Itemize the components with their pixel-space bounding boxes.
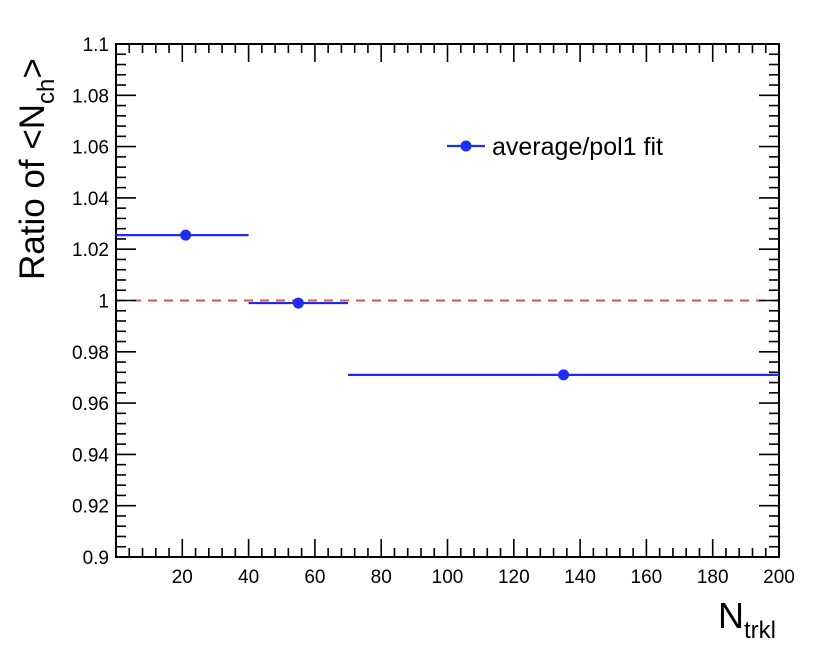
y-tick-label: 0.98 <box>72 343 109 364</box>
y-tick-label: 1.1 <box>83 35 109 56</box>
x-tick-label: 40 <box>238 567 259 588</box>
x-tick-label: 140 <box>564 567 596 588</box>
y-axis-title-sub: ch <box>33 79 60 104</box>
y-tick-label: 0.9 <box>83 548 109 569</box>
y-tick-label: 0.96 <box>72 394 109 415</box>
x-tick-label: 160 <box>631 567 663 588</box>
x-tick-label: 120 <box>498 567 530 588</box>
y-tick-label: 1 <box>98 292 109 313</box>
y-tick-label: 1.06 <box>72 138 109 159</box>
legend-marker-dot <box>460 140 472 152</box>
tick-labels: 20 40 60 80 100 120 140 160 180 200 0.9 0.92 0.94 0.9… <box>72 35 795 588</box>
x-axis-title-main: N <box>718 595 744 636</box>
y-axis-title-suffix: > <box>13 58 52 78</box>
data-point <box>558 369 570 381</box>
x-tick-label: 200 <box>763 567 795 588</box>
y-tick-label: 1.02 <box>72 240 109 261</box>
x-tick-label: 20 <box>172 567 193 588</box>
data-series <box>116 229 779 381</box>
y-axis-title: Ratio of <Nch> <box>13 58 60 280</box>
data-point <box>292 297 304 309</box>
x-tick-label: 60 <box>304 567 325 588</box>
y-axis-title-prefix: Ratio of <N <box>13 104 52 280</box>
legend: average/pol1 fit <box>447 133 663 161</box>
legend-label: average/pol1 fit <box>492 133 663 161</box>
axis-ticks <box>115 43 780 558</box>
y-tick-label: 0.92 <box>72 497 109 518</box>
x-tick-label: 100 <box>432 567 464 588</box>
data-point <box>180 229 192 241</box>
y-tick-label: 1.04 <box>72 189 109 210</box>
x-axis-title: Ntrkl <box>718 595 776 644</box>
x-tick-label: 180 <box>697 567 729 588</box>
x-tick-label: 80 <box>371 567 392 588</box>
x-axis-title-sub: trkl <box>744 617 776 644</box>
y-tick-label: 1.08 <box>72 86 109 107</box>
y-tick-label: 0.94 <box>72 445 109 466</box>
